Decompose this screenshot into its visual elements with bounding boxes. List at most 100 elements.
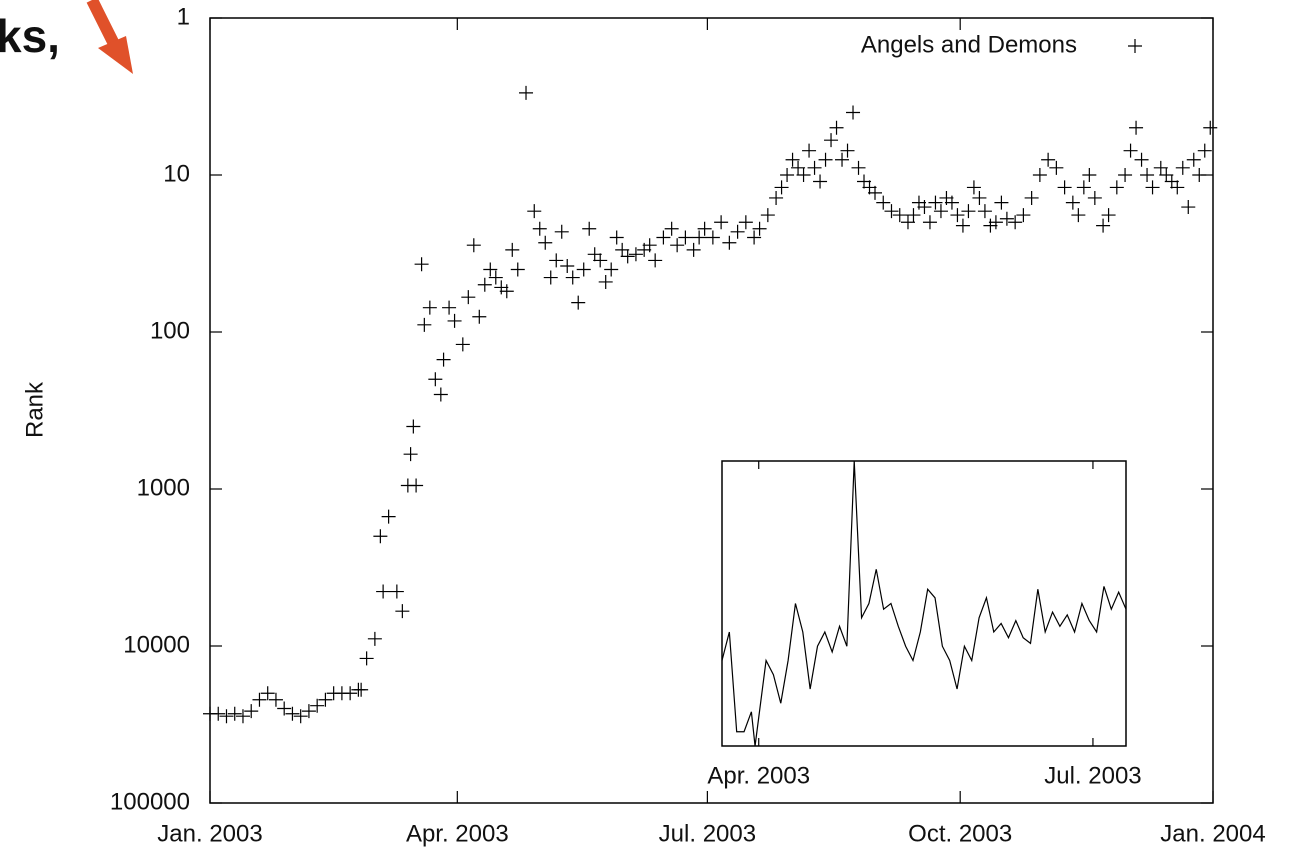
point	[933, 204, 948, 219]
point	[620, 249, 635, 264]
point	[1016, 208, 1031, 223]
point	[705, 230, 720, 245]
x-tick-label: Jul. 2003	[659, 820, 756, 847]
point	[576, 262, 591, 277]
point	[252, 692, 267, 707]
point	[840, 143, 855, 158]
point	[466, 238, 481, 253]
point	[472, 309, 487, 324]
point	[376, 584, 391, 599]
point	[738, 215, 753, 230]
point	[752, 221, 767, 236]
plot-area	[722, 461, 1126, 746]
point	[802, 143, 817, 158]
point	[268, 692, 283, 707]
point	[868, 185, 883, 200]
point	[1164, 174, 1179, 189]
point	[1181, 200, 1196, 215]
point	[417, 317, 432, 332]
y-tick-label: 100000	[110, 788, 190, 815]
point	[917, 200, 932, 215]
point	[1175, 160, 1190, 175]
point	[598, 274, 613, 289]
point	[1082, 168, 1097, 182]
point	[1118, 168, 1133, 182]
point	[760, 208, 775, 223]
point	[1186, 152, 1201, 167]
point	[560, 259, 575, 274]
point	[565, 270, 580, 285]
point	[851, 160, 866, 175]
point	[409, 478, 424, 493]
x-tick-label: Jul. 2003	[1044, 762, 1141, 789]
point	[488, 270, 503, 285]
point	[359, 651, 374, 666]
point	[829, 120, 844, 135]
point	[813, 174, 828, 189]
y-tick-label: 10000	[123, 631, 190, 658]
point	[549, 253, 564, 268]
point	[505, 242, 520, 257]
point	[373, 529, 388, 544]
x-tick-label: Oct. 2003	[908, 820, 1012, 847]
point	[211, 706, 226, 721]
x-tick-label: Apr. 2003	[707, 762, 810, 789]
point	[1145, 180, 1160, 195]
point	[395, 604, 410, 619]
point	[972, 190, 987, 205]
point	[944, 195, 959, 210]
point	[628, 247, 643, 262]
point	[227, 706, 242, 721]
point	[876, 195, 891, 210]
point	[670, 238, 685, 253]
y-axis-label: Rank	[21, 381, 48, 438]
point	[219, 709, 234, 724]
point	[1203, 120, 1218, 135]
point	[1140, 168, 1155, 182]
point	[1057, 180, 1072, 195]
point	[1153, 160, 1168, 175]
point	[604, 262, 619, 277]
point	[422, 300, 437, 315]
point	[824, 133, 839, 148]
point	[483, 262, 498, 277]
point	[1032, 168, 1047, 182]
point	[244, 704, 259, 719]
point	[785, 152, 800, 167]
point	[461, 290, 476, 305]
point	[730, 224, 745, 239]
arrow	[86, 0, 133, 74]
point	[884, 204, 899, 219]
point	[318, 692, 333, 707]
point	[442, 300, 457, 315]
point	[697, 221, 712, 236]
point	[1024, 190, 1039, 205]
point	[780, 168, 795, 182]
point	[510, 262, 525, 277]
point	[499, 284, 514, 299]
point	[1096, 218, 1111, 233]
point	[892, 208, 907, 223]
point	[285, 706, 300, 721]
point	[656, 230, 671, 245]
point	[293, 709, 308, 724]
point	[994, 195, 1009, 210]
x-tick-label: Apr. 2003	[406, 820, 509, 847]
point	[554, 224, 569, 239]
point	[343, 686, 358, 701]
point	[999, 211, 1014, 226]
point	[615, 242, 630, 257]
point	[494, 280, 509, 295]
point	[791, 160, 806, 175]
point	[587, 247, 602, 262]
point	[532, 221, 547, 236]
plot-frame	[209, 17, 1214, 804]
point	[1049, 160, 1064, 175]
point	[966, 180, 981, 195]
point	[1101, 208, 1116, 223]
point	[367, 631, 382, 646]
annotation: ks,	[0, 10, 60, 62]
point	[692, 230, 707, 245]
point	[447, 313, 462, 328]
